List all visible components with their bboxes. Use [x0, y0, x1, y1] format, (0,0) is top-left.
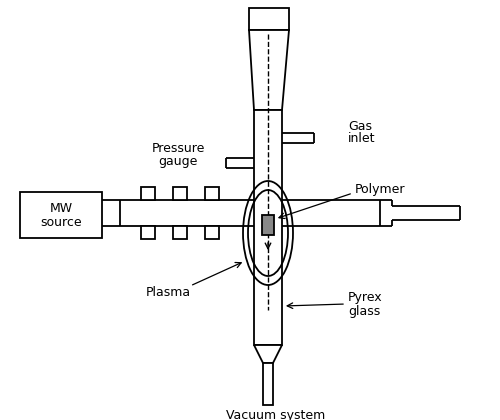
Text: inlet: inlet: [348, 132, 376, 145]
Bar: [173, 187, 187, 200]
Text: Plasma: Plasma: [146, 286, 190, 299]
Text: Gas: Gas: [348, 120, 372, 132]
Bar: [262, 215, 274, 235]
Text: Pressure: Pressure: [152, 142, 204, 155]
Text: Pyrex: Pyrex: [348, 291, 382, 304]
Bar: [254, 110, 282, 345]
Text: MW: MW: [50, 202, 72, 215]
Bar: [263, 363, 273, 405]
Text: Polymer: Polymer: [355, 184, 406, 197]
Text: gauge: gauge: [158, 155, 198, 168]
Bar: [20, 192, 102, 238]
Bar: [205, 187, 219, 200]
Bar: [141, 187, 155, 200]
Text: glass: glass: [348, 304, 380, 318]
Polygon shape: [254, 345, 282, 363]
Text: source: source: [40, 215, 82, 228]
Bar: [205, 226, 219, 239]
Text: Vacuum system: Vacuum system: [226, 410, 326, 420]
Bar: [173, 226, 187, 239]
Polygon shape: [249, 30, 289, 110]
Bar: [141, 226, 155, 239]
Bar: [249, 8, 289, 30]
